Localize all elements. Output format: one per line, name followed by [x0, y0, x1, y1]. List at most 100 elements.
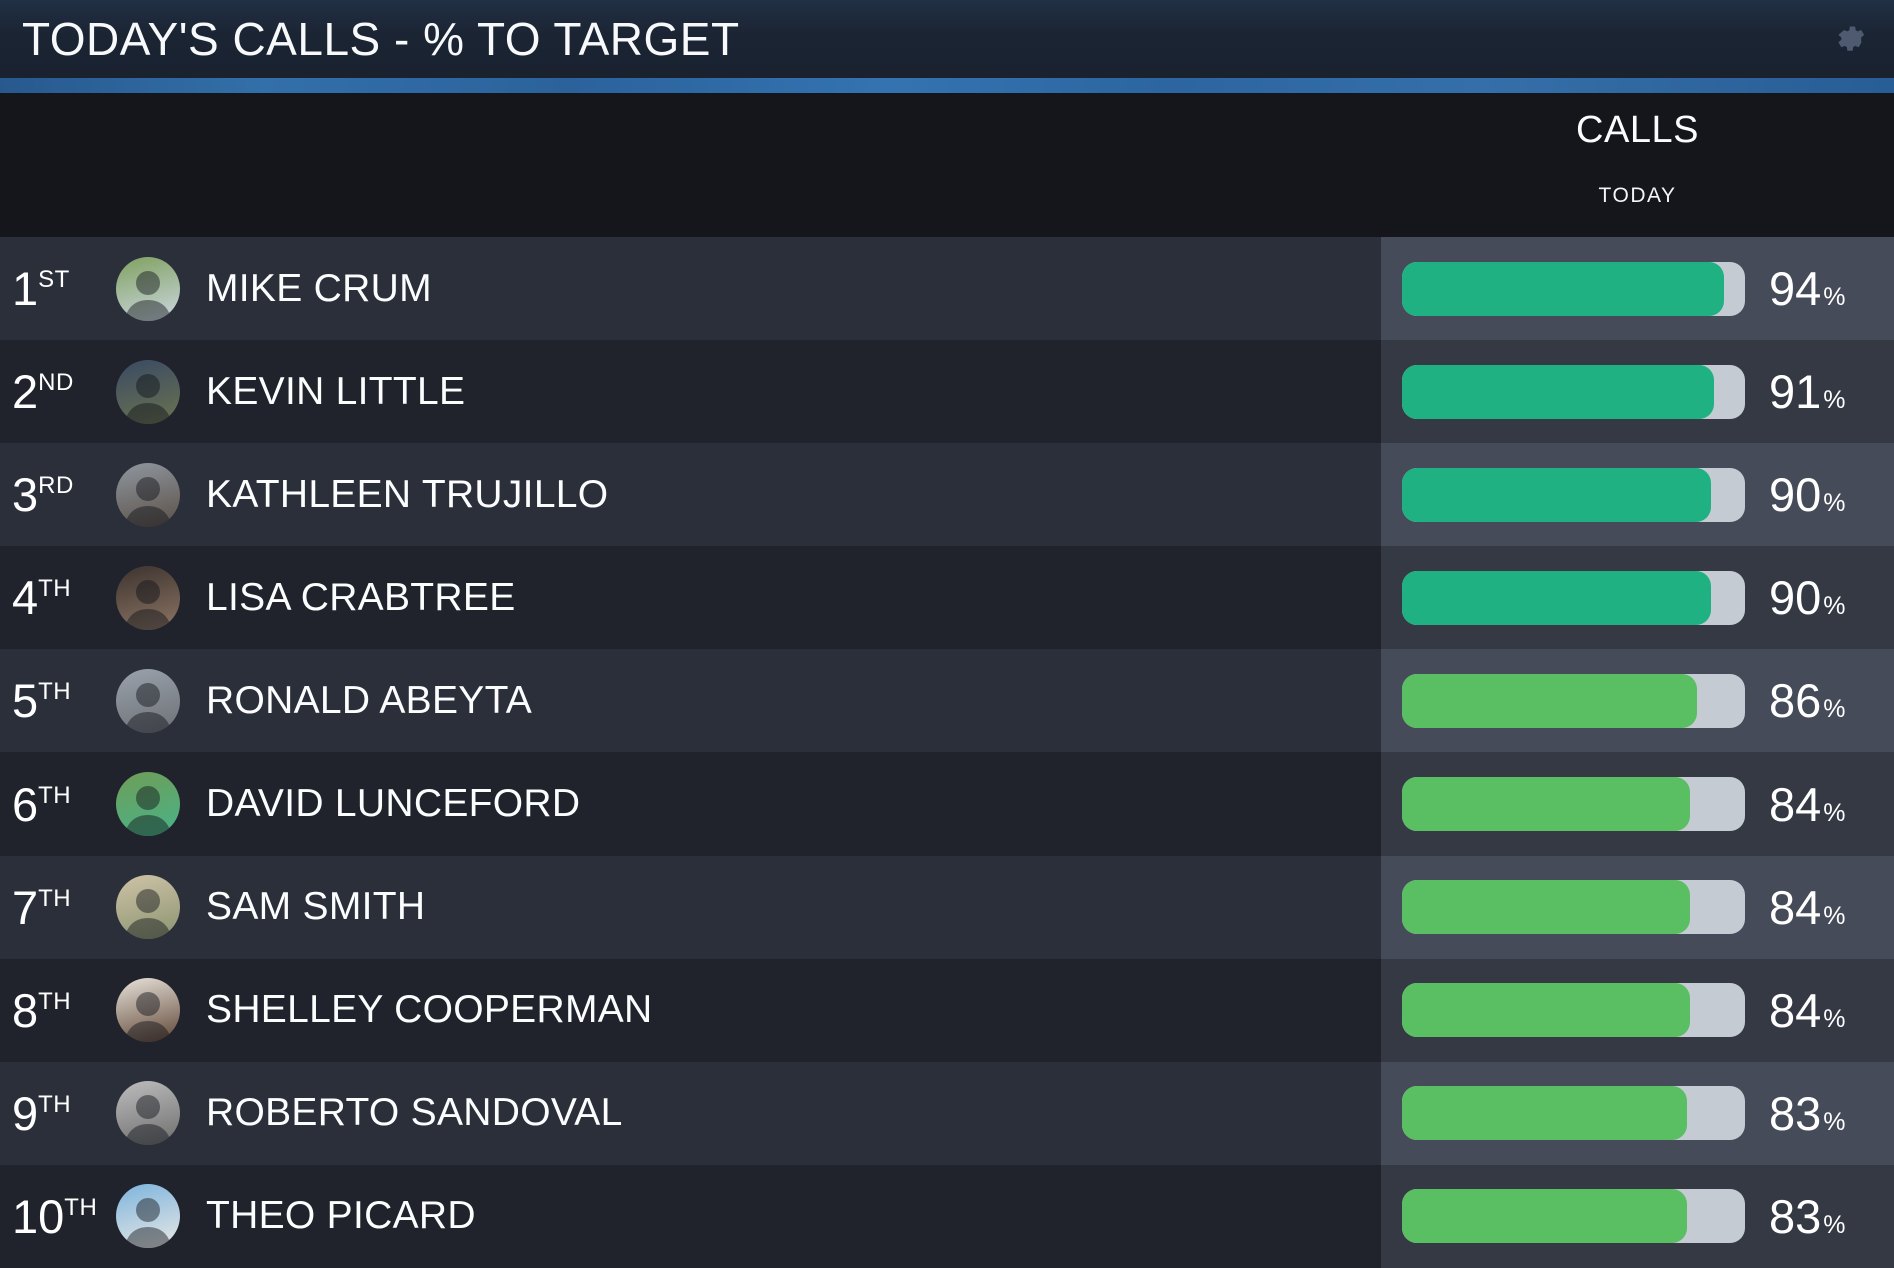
progress-fill	[1402, 1189, 1687, 1244]
rank-number: 5	[12, 674, 39, 728]
percent-sign: %	[1823, 283, 1846, 312]
leaderboard-row: 8TH SHELLEY COOPERMAN 84%	[0, 958, 1894, 1062]
row-person-section: 4TH LISA CRABTREE	[0, 546, 1381, 650]
leaderboard-row: 2ND KEVIN LITTLE 91%	[0, 340, 1894, 444]
avatar	[116, 1184, 180, 1249]
row-value-section: 90%	[1381, 546, 1894, 650]
column-header-spacer	[0, 93, 1381, 237]
row-person-section: 5TH RONALD ABEYTA	[0, 649, 1381, 753]
leaderboard-row: 4TH LISA CRABTREE 90%	[0, 546, 1894, 650]
avatar	[116, 1081, 180, 1146]
row-value-section: 94%	[1381, 237, 1894, 341]
person-name: ROBERTO SANDOVAL	[206, 1091, 623, 1135]
progress-fill	[1402, 673, 1697, 728]
accent-bar	[0, 78, 1894, 93]
row-person-section: 2ND KEVIN LITTLE	[0, 340, 1381, 444]
row-person-section: 8TH SHELLEY COOPERMAN	[0, 958, 1381, 1062]
rank-label: 8TH	[0, 983, 104, 1038]
settings-button[interactable]	[1832, 21, 1868, 57]
percent-value: 84%	[1769, 777, 1846, 832]
rank-label: 10TH	[0, 1189, 104, 1244]
rank-label: 5TH	[0, 673, 104, 728]
row-person-section: 1ST MIKE CRUM	[0, 237, 1381, 341]
leaderboard-row: 9TH ROBERTO SANDOVAL 83%	[0, 1061, 1894, 1165]
percent-sign: %	[1823, 1210, 1846, 1239]
rank-number: 9	[12, 1086, 39, 1140]
progress-track	[1402, 364, 1745, 419]
percent-sign: %	[1823, 1107, 1846, 1136]
percent-number: 90	[1769, 468, 1822, 522]
progress-fill	[1402, 570, 1711, 625]
rank-ordinal: TH	[38, 575, 72, 603]
person-name: MIKE CRUM	[206, 266, 432, 310]
leaderboard-row: 1ST MIKE CRUM 94%	[0, 237, 1894, 341]
person-name: RONALD ABEYTA	[206, 678, 533, 722]
progress-track	[1402, 570, 1745, 625]
rank-label: 2ND	[0, 364, 104, 419]
percent-number: 94	[1769, 262, 1822, 316]
progress-fill	[1402, 261, 1725, 316]
percent-number: 84	[1769, 777, 1822, 831]
percent-sign: %	[1823, 695, 1846, 724]
progress-track	[1402, 261, 1745, 316]
row-value-section: 84%	[1381, 855, 1894, 959]
rank-label: 4TH	[0, 570, 104, 625]
rank-ordinal: TH	[64, 1193, 98, 1221]
rank-ordinal: TH	[38, 884, 72, 912]
progress-track	[1402, 467, 1745, 522]
progress-track	[1402, 777, 1745, 832]
person-name: LISA CRABTREE	[206, 575, 516, 619]
column-header-row: CALLS TODAY	[0, 93, 1894, 237]
percent-value: 90%	[1769, 467, 1846, 522]
avatar	[116, 462, 180, 527]
leaderboard-row: 6TH DAVID LUNCEFORD 84%	[0, 752, 1894, 856]
person-name: KEVIN LITTLE	[206, 369, 466, 413]
leaderboard-rows: 1ST MIKE CRUM 94% 2ND KEVIN LITTLE	[0, 237, 1894, 1268]
title-bar: TODAY'S CALLS - % TO TARGET	[0, 0, 1894, 78]
progress-fill	[1402, 880, 1691, 935]
percent-sign: %	[1823, 901, 1846, 930]
row-value-section: 86%	[1381, 649, 1894, 753]
percent-number: 86	[1769, 674, 1822, 728]
avatar	[116, 256, 180, 321]
avatar	[116, 359, 180, 424]
row-person-section: 3RD KATHLEEN TRUJILLO	[0, 443, 1381, 547]
percent-value: 91%	[1769, 364, 1846, 419]
rank-label: 1ST	[0, 261, 104, 316]
percent-value: 83%	[1769, 1189, 1846, 1244]
person-name: KATHLEEN TRUJILLO	[206, 472, 609, 516]
row-value-section: 84%	[1381, 752, 1894, 856]
leaderboard-row: 7TH SAM SMITH 84%	[0, 855, 1894, 959]
gear-icon	[1835, 23, 1865, 56]
progress-fill	[1402, 364, 1715, 419]
column-sub-label: TODAY	[1598, 184, 1677, 207]
rank-label: 6TH	[0, 777, 104, 832]
row-value-section: 83%	[1381, 1061, 1894, 1165]
avatar	[116, 772, 180, 837]
percent-sign: %	[1823, 798, 1846, 827]
rank-label: 3RD	[0, 467, 104, 522]
rank-number: 4	[12, 571, 39, 625]
rank-ordinal: TH	[38, 781, 72, 809]
rank-ordinal: TH	[38, 987, 72, 1015]
percent-sign: %	[1823, 386, 1846, 415]
percent-value: 84%	[1769, 983, 1846, 1038]
page-title: TODAY'S CALLS - % TO TARGET	[22, 13, 740, 65]
rank-number: 6	[12, 777, 39, 831]
leaderboard-row: 3RD KATHLEEN TRUJILLO 90%	[0, 443, 1894, 547]
row-value-section: 91%	[1381, 340, 1894, 444]
rank-number: 10	[12, 1189, 65, 1243]
row-person-section: 9TH ROBERTO SANDOVAL	[0, 1061, 1381, 1165]
avatar	[116, 565, 180, 630]
rank-number: 3	[12, 468, 39, 522]
rank-ordinal: RD	[38, 472, 74, 500]
progress-track	[1402, 1189, 1745, 1244]
avatar	[116, 875, 180, 940]
row-person-section: 6TH DAVID LUNCEFORD	[0, 752, 1381, 856]
rank-number: 8	[12, 983, 39, 1037]
percent-sign: %	[1823, 489, 1846, 518]
percent-number: 90	[1769, 571, 1822, 625]
row-value-section: 83%	[1381, 1164, 1894, 1268]
rank-label: 7TH	[0, 880, 104, 935]
